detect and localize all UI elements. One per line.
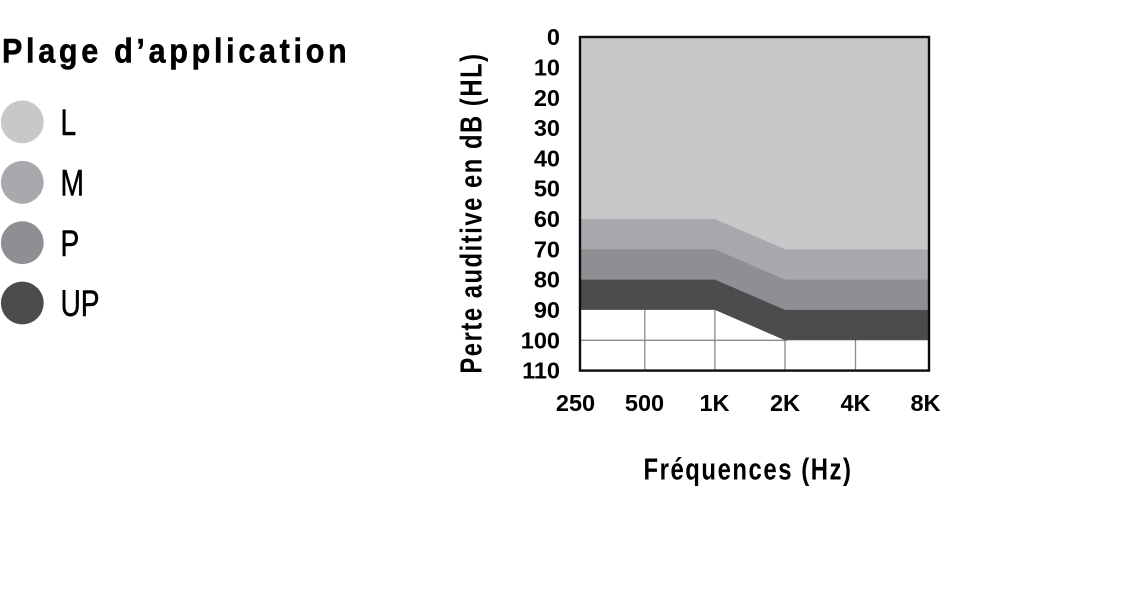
svg-text:40: 40 — [534, 145, 560, 171]
svg-text:60: 60 — [534, 206, 560, 232]
svg-text:10: 10 — [534, 54, 560, 80]
svg-text:250: 250 — [556, 390, 595, 416]
svg-text:4K: 4K — [840, 390, 870, 416]
svg-text:90: 90 — [534, 297, 560, 323]
svg-text:20: 20 — [534, 85, 560, 111]
svg-text:100: 100 — [521, 327, 560, 353]
svg-text:Perte auditive en dB (HL): Perte auditive en dB (HL) — [454, 52, 489, 373]
svg-text:30: 30 — [534, 115, 560, 141]
svg-text:1K: 1K — [699, 390, 729, 416]
svg-text:UP: UP — [61, 283, 100, 325]
svg-text:P: P — [61, 223, 80, 265]
svg-text:110: 110 — [522, 358, 560, 384]
svg-text:L: L — [61, 102, 77, 144]
svg-text:Fréquences (Hz): Fréquences (Hz) — [643, 451, 852, 486]
svg-text:80: 80 — [534, 267, 560, 293]
svg-text:M: M — [61, 163, 84, 205]
svg-text:Plage d’application: Plage d’application — [2, 31, 350, 70]
svg-text:70: 70 — [534, 236, 560, 262]
svg-text:500: 500 — [625, 390, 664, 416]
svg-text:50: 50 — [534, 176, 560, 202]
svg-text:8K: 8K — [910, 390, 940, 416]
svg-text:0: 0 — [547, 24, 560, 50]
svg-text:2K: 2K — [770, 390, 800, 416]
